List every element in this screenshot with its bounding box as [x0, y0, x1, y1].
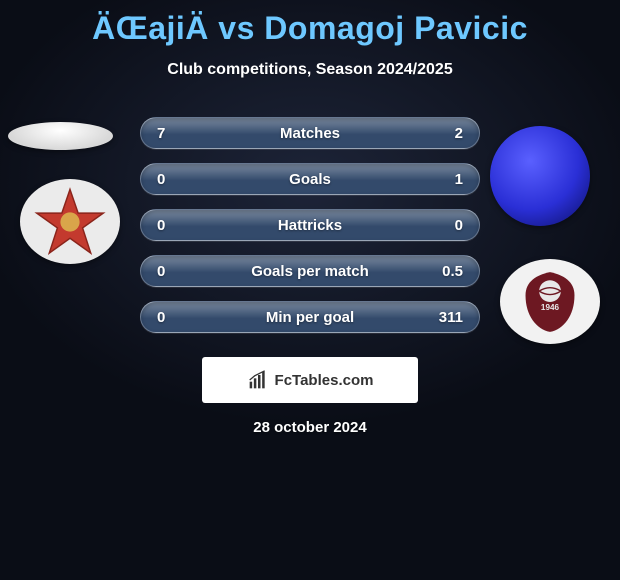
chart-icon — [247, 370, 269, 390]
svg-text:1946: 1946 — [541, 303, 560, 312]
stat-label: Goals — [289, 171, 331, 188]
date-text: 28 october 2024 — [0, 419, 620, 436]
stat-left-value: 0 — [157, 263, 165, 280]
player-right-avatar — [490, 126, 590, 226]
stat-label: Matches — [280, 125, 340, 142]
stat-row: 0 Goals per match 0.5 — [140, 255, 480, 287]
page-title: ÄŒajiÄ vs Domagoj Pavicic — [0, 0, 620, 47]
stat-left-value: 0 — [157, 309, 165, 326]
stat-right-value: 1 — [455, 171, 463, 188]
stat-row: 0 Hattricks 0 — [140, 209, 480, 241]
stat-row: 0 Goals 1 — [140, 163, 480, 195]
stat-right-value: 311 — [439, 309, 463, 326]
star-icon — [33, 185, 107, 259]
stat-label: Hattricks — [278, 217, 342, 234]
club-left-logo — [20, 179, 120, 264]
stat-left-value: 0 — [157, 217, 165, 234]
stat-right-value: 0 — [455, 217, 463, 234]
stat-row: 7 Matches 2 — [140, 117, 480, 149]
shield-icon: 1946 — [516, 268, 584, 336]
club-right-logo: 1946 — [500, 259, 600, 344]
watermark: FcTables.com — [202, 357, 418, 403]
watermark-text: FcTables.com — [275, 372, 374, 389]
player-left-avatar — [8, 122, 113, 150]
comparison-card: ÄŒajiÄ vs Domagoj Pavicic Club competiti… — [0, 0, 620, 580]
stat-right-value: 0.5 — [442, 263, 463, 280]
stat-right-value: 2 — [455, 125, 463, 142]
subtitle: Club competitions, Season 2024/2025 — [0, 61, 620, 79]
stat-left-value: 7 — [157, 125, 165, 142]
stat-row: 0 Min per goal 311 — [140, 301, 480, 333]
stat-label: Min per goal — [266, 309, 354, 326]
stat-label: Goals per match — [251, 263, 369, 280]
stat-left-value: 0 — [157, 171, 165, 188]
